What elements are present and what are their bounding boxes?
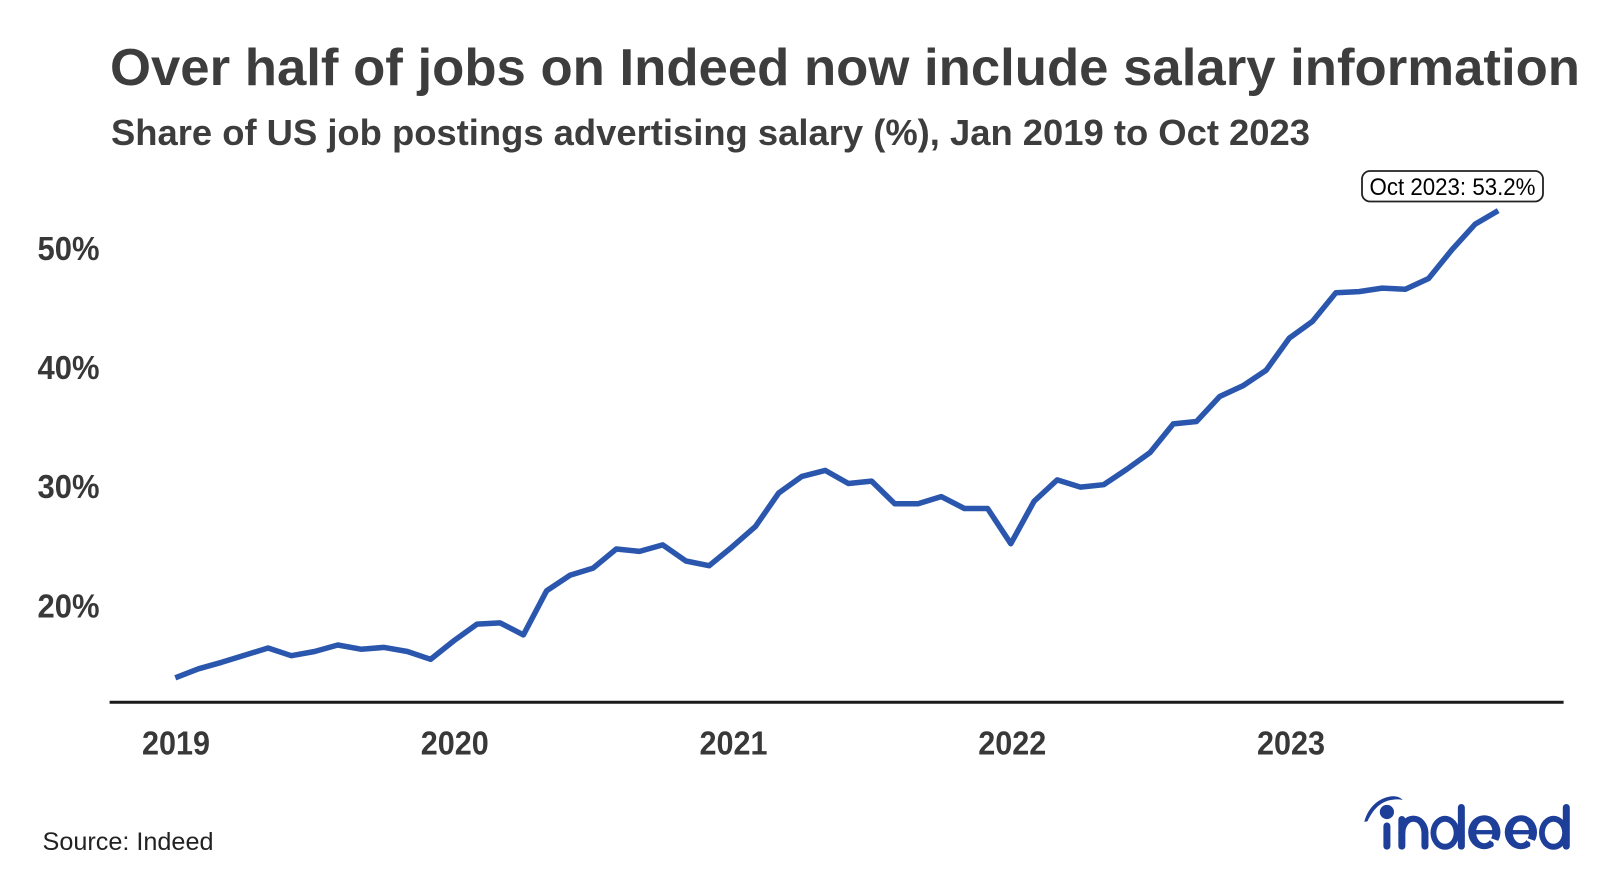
svg-text:30%: 30% [38,468,100,505]
svg-text:Source: Indeed: Source: Indeed [43,828,214,856]
svg-text:2023: 2023 [1257,724,1325,761]
svg-text:Oct 2023: 53.2%: Oct 2023: 53.2% [1370,174,1536,201]
svg-text:2021: 2021 [700,724,768,761]
svg-text:40%: 40% [38,349,100,386]
svg-text:20%: 20% [38,587,100,624]
svg-text:2019: 2019 [142,724,210,761]
svg-text:2022: 2022 [978,724,1046,761]
svg-text:Over half of jobs on Indeed no: Over half of jobs on Indeed now include … [110,39,1580,97]
svg-text:50%: 50% [38,230,100,267]
svg-text:Share of US job postings adver: Share of US job postings advertising sal… [111,112,1310,153]
svg-text:2020: 2020 [421,724,489,761]
